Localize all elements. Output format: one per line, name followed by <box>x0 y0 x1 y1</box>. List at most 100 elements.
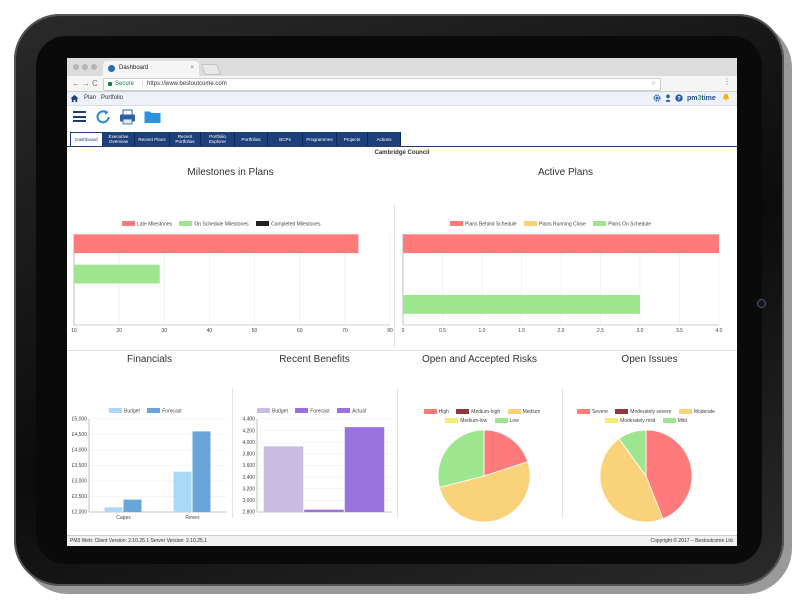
legend-item[interactable]: Plans On Schedule <box>593 221 651 228</box>
legend-item[interactable]: Medium-low <box>445 417 487 426</box>
browser-tabstrip: Dashboard × <box>67 58 737 76</box>
browser-menu-icon[interactable]: ⋮ <box>723 77 731 86</box>
address-bar[interactable]: Secure | https://www.bestoutcome.com ☆ <box>103 78 661 91</box>
pie-slice[interactable] <box>438 461 531 523</box>
legend-item[interactable]: Low <box>494 417 519 426</box>
legend-item[interactable]: Moderately severe <box>615 408 671 417</box>
legend-item[interactable]: On Schedule Milestones <box>179 221 249 228</box>
gear-icon[interactable] <box>653 94 661 102</box>
forward-icon[interactable]: → <box>82 79 90 88</box>
print-icon[interactable] <box>119 109 136 125</box>
milestones-title: Milestones in Plans <box>187 167 274 178</box>
legend-label: Medium-low <box>460 418 488 424</box>
legend-swatch <box>109 408 122 413</box>
legend-item[interactable]: Budget <box>109 408 140 415</box>
legend-item[interactable]: Forecast <box>295 408 330 415</box>
financials-legend: Budget Forecast <box>109 408 188 415</box>
bar[interactable] <box>104 507 123 512</box>
window-dot-icon[interactable] <box>91 64 97 70</box>
legend-label: Forecast <box>310 408 330 415</box>
legend-item[interactable]: Actual <box>337 408 366 415</box>
bar[interactable] <box>192 431 211 512</box>
pie-slice[interactable] <box>483 429 529 477</box>
tab-programmes[interactable]: Programmes <box>303 132 337 146</box>
tab-recent-plans[interactable]: Recent Plans <box>135 132 170 146</box>
legend-label: Low <box>509 418 519 424</box>
pie-slice[interactable] <box>437 429 485 488</box>
legend-label: High <box>438 409 449 415</box>
legend-swatch <box>456 408 470 414</box>
back-icon[interactable]: ← <box>72 79 80 88</box>
legend-item[interactable]: Completed Milestones <box>256 221 320 228</box>
page-title: Cambridge Council <box>374 150 430 156</box>
y-tick-label: 3,600 <box>242 463 255 469</box>
x-tick-label: 60 <box>297 328 303 334</box>
x-tick-label: 10 <box>71 328 77 334</box>
bell-icon[interactable] <box>722 93 730 101</box>
pie-slice[interactable] <box>645 429 693 520</box>
tab-portfolio-explorer[interactable]: Portfolio Explorer <box>201 132 235 146</box>
reload-icon[interactable]: C <box>92 79 98 88</box>
folder-icon[interactable] <box>144 109 161 124</box>
legend-item[interactable]: Moderately mild <box>605 417 655 426</box>
bar[interactable] <box>304 509 344 512</box>
active-plans-legend: Plans Behind Schedule Plans Running Clos… <box>450 221 657 228</box>
legend-swatch <box>507 408 521 414</box>
legend-label: Severe <box>592 409 608 415</box>
tablet-camera-icon <box>757 299 766 308</box>
tab-dashboard[interactable]: Dashboard <box>70 132 103 146</box>
legend-item[interactable]: Budget <box>257 408 288 415</box>
bar[interactable] <box>344 427 385 512</box>
x-tick-label: 70 <box>342 328 348 334</box>
legend-item[interactable]: Mild <box>662 417 687 426</box>
tab-close-icon[interactable]: × <box>190 65 194 71</box>
refresh-icon[interactable] <box>95 109 111 125</box>
favicon-icon <box>108 65 115 72</box>
bar[interactable] <box>74 264 160 284</box>
panel-divider <box>394 205 395 347</box>
tab-recent-portfolios[interactable]: Recent Portfolios <box>170 132 201 146</box>
window-dot-icon[interactable] <box>73 64 79 70</box>
legend-item[interactable]: Plans Running Close <box>524 221 586 228</box>
legend-item[interactable]: High <box>423 408 449 417</box>
legend-item[interactable]: Late Milestones <box>122 221 172 228</box>
menu-icon[interactable] <box>73 111 86 122</box>
bookmark-star-icon[interactable]: ☆ <box>650 81 656 87</box>
nav-plan[interactable]: Plan <box>84 95 97 101</box>
tab-projects[interactable]: Projects <box>337 132 368 146</box>
y-tick-label: £2,000 <box>72 510 88 516</box>
user-icon[interactable] <box>664 94 672 102</box>
legend-item[interactable]: Moderate <box>678 408 715 417</box>
bar[interactable] <box>403 294 640 314</box>
tab-actions[interactable]: Actions <box>368 132 401 146</box>
bar[interactable] <box>123 499 142 512</box>
legend-item[interactable]: Medium <box>507 408 540 417</box>
bar[interactable] <box>74 234 359 254</box>
pie-slice[interactable] <box>599 438 664 523</box>
nav-portfolio[interactable]: Portfolio <box>101 95 124 101</box>
help-icon[interactable]: ? <box>675 94 683 102</box>
legend-swatch <box>257 408 270 413</box>
bar[interactable] <box>403 234 719 254</box>
bar[interactable] <box>173 471 192 512</box>
y-tick-label: 3,200 <box>242 486 255 492</box>
window-dot-icon[interactable] <box>82 64 88 70</box>
pie-slice[interactable] <box>618 429 647 478</box>
y-tick-label: £4,000 <box>72 448 88 454</box>
legend-item[interactable]: Medium-high <box>456 408 500 417</box>
x-tick-label: 20 <box>116 328 122 334</box>
legend-swatch <box>524 221 538 226</box>
legend-item[interactable]: Forecast <box>147 408 182 415</box>
bar[interactable] <box>263 446 304 512</box>
tab-executive-overview[interactable]: Executive Overview <box>103 132 135 146</box>
home-icon[interactable] <box>70 94 79 103</box>
screen: Dashboard × ← → C Secure | https://www.b… <box>67 58 737 546</box>
legend-item[interactable]: Plans Behind Schedule <box>450 221 517 228</box>
legend-item[interactable]: Severe <box>577 408 608 417</box>
legend-swatch <box>450 221 463 226</box>
y-tick-label: 4,400 <box>242 417 255 423</box>
tab-portfolios[interactable]: Portfolios <box>235 132 268 146</box>
x-tick-label: 0 <box>402 328 405 334</box>
tab-bcps[interactable]: BCPs <box>268 132 303 146</box>
browser-tab[interactable]: Dashboard × <box>103 61 199 76</box>
